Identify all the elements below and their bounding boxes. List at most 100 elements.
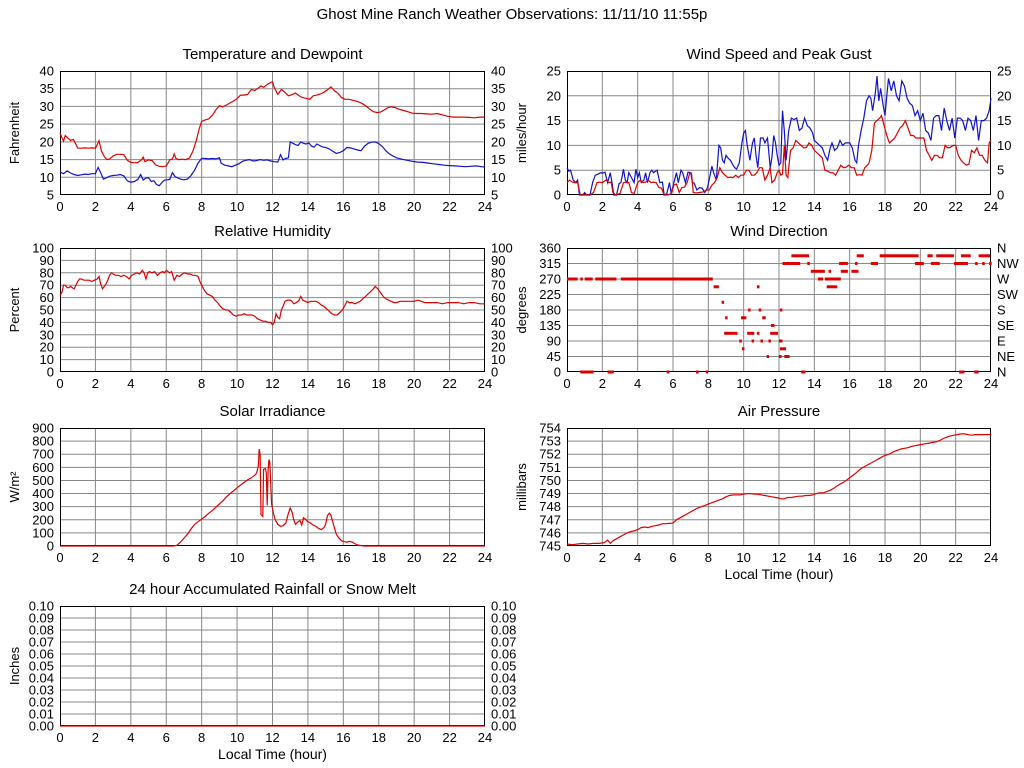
series-temperature	[59, 80, 485, 168]
ytick-label-right: 0.04	[491, 671, 516, 686]
chart-title: Wind Direction	[730, 223, 828, 240]
ytick-label-left: 100	[32, 241, 54, 256]
xtick-label: 6	[669, 199, 676, 214]
ytick-label-right: 0.01	[491, 707, 516, 722]
xtick-label: 20	[407, 199, 421, 214]
xtick-label: 12	[265, 376, 279, 391]
xtick-label: 16	[336, 199, 350, 214]
wind-direction-mark	[828, 269, 831, 273]
xtick-label: 24	[984, 376, 998, 391]
wind-direction-mark	[807, 262, 810, 265]
wind-direction-mark	[705, 370, 709, 374]
ytick-label-left: 30	[40, 327, 54, 342]
compass-label: W	[997, 272, 1010, 287]
xtick-label: 20	[913, 376, 927, 391]
ytick-label-left: 180	[539, 303, 561, 318]
xtick-label: 16	[842, 376, 856, 391]
xtick-label: 18	[372, 550, 386, 565]
xtick-label: 24	[478, 376, 492, 391]
ytick-label-right: 80	[491, 265, 505, 280]
xtick-label: 8	[198, 550, 205, 565]
ytick-label-right: 0.00	[491, 719, 516, 734]
wind-direction-mark	[666, 370, 670, 374]
xtick-label: 2	[92, 199, 99, 214]
xtick-label: 8	[705, 199, 712, 214]
ytick-label-left: 750	[539, 473, 561, 488]
plot-border	[567, 248, 991, 372]
compass-label: SW	[997, 287, 1019, 302]
ytick-label-left: 700	[32, 447, 54, 462]
xtick-label: 20	[407, 376, 421, 391]
series-dewpoint	[59, 140, 486, 187]
ytick-label-left: 80	[40, 265, 54, 280]
wind-direction-mark	[851, 269, 859, 273]
wind-direction-mark	[748, 308, 751, 312]
xtick-label: 10	[230, 550, 244, 565]
ytick-label-left: 0	[554, 365, 561, 380]
series-pressure	[566, 433, 991, 546]
ytick-label-right: 0.09	[491, 611, 516, 626]
wind-direction-mark	[826, 285, 838, 289]
xtick-label: 2	[92, 376, 99, 391]
wind-direction-mark	[741, 316, 747, 320]
xtick-label: 18	[878, 376, 892, 391]
compass-label: NW	[997, 256, 1019, 271]
wind-direction-mark	[974, 370, 979, 374]
wind-direction-mark	[782, 262, 801, 265]
ytick-label-right: 90	[491, 253, 505, 268]
xtick-label: 22	[442, 550, 456, 565]
ytick-label-right: 20	[997, 88, 1011, 103]
wind-direction-mark	[770, 331, 779, 335]
wind-direction-mark	[595, 277, 617, 281]
wind-direction-mark	[758, 308, 762, 312]
ytick-label-left: 752	[539, 447, 561, 462]
ytick-label-right: 5	[997, 163, 1004, 178]
xtick-label: 6	[669, 376, 676, 391]
ytick-label-left: 800	[32, 434, 54, 449]
ytick-label-right: 0.05	[491, 659, 516, 674]
wind-direction-mark	[791, 254, 810, 258]
ytick-label-right: 15	[491, 152, 505, 167]
xtick-label: 2	[599, 199, 606, 214]
ytick-label-right: 0.07	[491, 635, 516, 650]
ytick-label-left: 35	[40, 81, 54, 96]
wind-direction-mark	[751, 339, 755, 343]
ytick-label-left: 0.00	[29, 719, 54, 734]
wind-direction-mark	[696, 370, 699, 374]
ytick-label-left: 100	[32, 525, 54, 540]
wind-direction-mark	[739, 339, 742, 343]
ytick-label-left: 40	[40, 315, 54, 330]
ytick-label-left: 754	[539, 421, 561, 436]
wind-direction-mark	[768, 339, 771, 343]
page-title: Ghost Mine Ranch Weather Observations: 1…	[316, 6, 708, 23]
xtick-label: 18	[372, 730, 386, 745]
ytick-label-left: 40	[40, 64, 54, 79]
wind-direction-mark	[766, 355, 770, 358]
wind-direction-mark	[915, 262, 924, 265]
wind-direction-mark	[870, 262, 878, 265]
ytick-label-left: 0.03	[29, 683, 54, 698]
ytick-label-left: 20	[40, 340, 54, 355]
xtick-label: 16	[336, 376, 350, 391]
wind-direction-mark	[725, 316, 728, 320]
xtick-label: 4	[127, 199, 134, 214]
wind-direction-mark	[824, 277, 841, 281]
ytick-label-right: 35	[491, 81, 505, 96]
y-axis-label: W/m²	[7, 471, 22, 503]
xtick-label: 10	[736, 550, 750, 565]
xtick-label: 0	[56, 376, 63, 391]
wind-direction-mark	[724, 331, 738, 335]
xtick-label: 6	[163, 550, 170, 565]
xtick-label: 14	[807, 550, 821, 565]
ytick-label-left: 400	[32, 486, 54, 501]
xtick-label: 18	[878, 199, 892, 214]
xtick-label: 14	[301, 550, 315, 565]
xtick-label: 18	[372, 376, 386, 391]
ytick-label-left: 748	[539, 499, 561, 514]
xtick-label: 18	[878, 550, 892, 565]
wind-direction-mark	[756, 285, 760, 289]
xtick-label: 4	[634, 376, 641, 391]
